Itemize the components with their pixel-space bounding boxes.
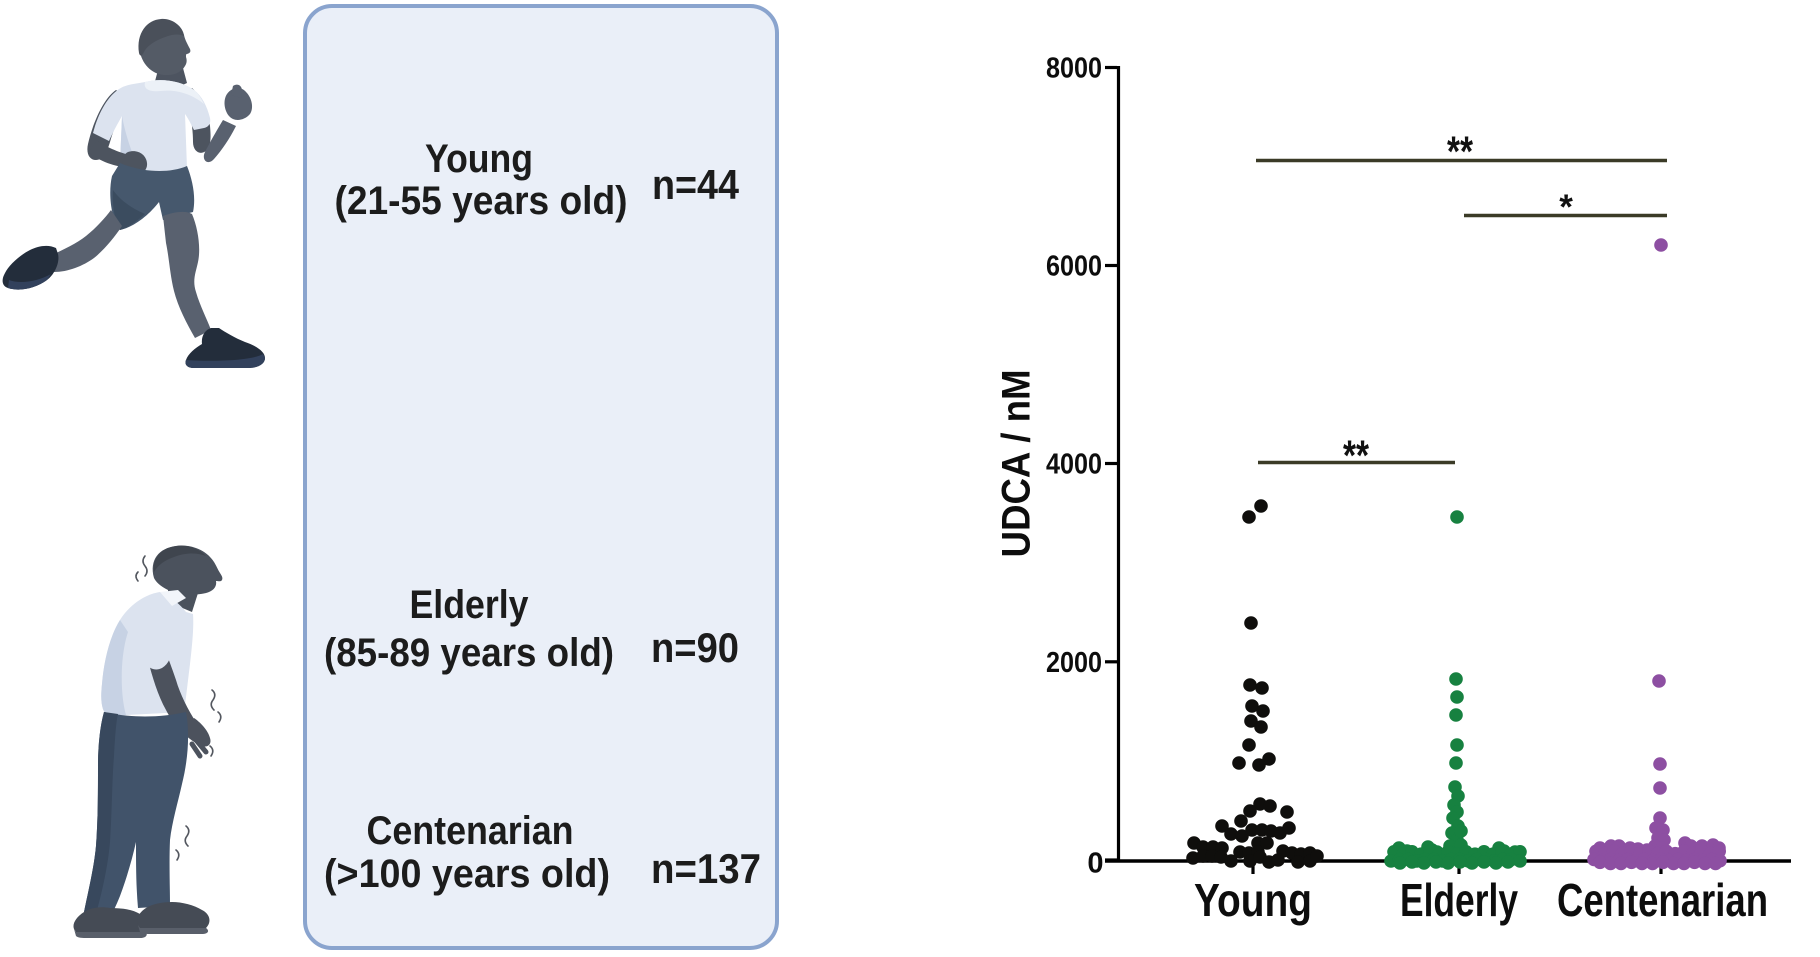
svg-text:Young: Young: [1194, 874, 1312, 926]
svg-text:Centenarian: Centenarian: [1557, 874, 1768, 926]
svg-text:*: *: [1559, 188, 1573, 227]
svg-text:(>100 years old): (>100 years old): [324, 852, 610, 896]
svg-text:Elderly: Elderly: [410, 583, 530, 627]
svg-text:(85-89 years old): (85-89 years old): [324, 631, 614, 675]
svg-text:2000: 2000: [1046, 647, 1102, 679]
svg-text:8000: 8000: [1046, 53, 1102, 85]
svg-text:4000: 4000: [1046, 449, 1102, 481]
svg-text:Centenarian: Centenarian: [367, 809, 574, 853]
svg-text:(21-55 years old): (21-55 years old): [335, 179, 628, 223]
svg-text:**: **: [1447, 128, 1473, 176]
svg-text:n=90: n=90: [651, 624, 739, 671]
svg-text:Elderly: Elderly: [1400, 874, 1518, 926]
svg-text:n=44: n=44: [652, 161, 740, 208]
svg-text:UDCA / nM: UDCA / nM: [995, 370, 1039, 558]
svg-text:**: **: [1343, 432, 1369, 480]
svg-text:Young: Young: [425, 137, 533, 181]
svg-text:6000: 6000: [1046, 251, 1102, 283]
svg-text:0: 0: [1087, 848, 1103, 880]
svg-text:n=137: n=137: [651, 845, 761, 892]
